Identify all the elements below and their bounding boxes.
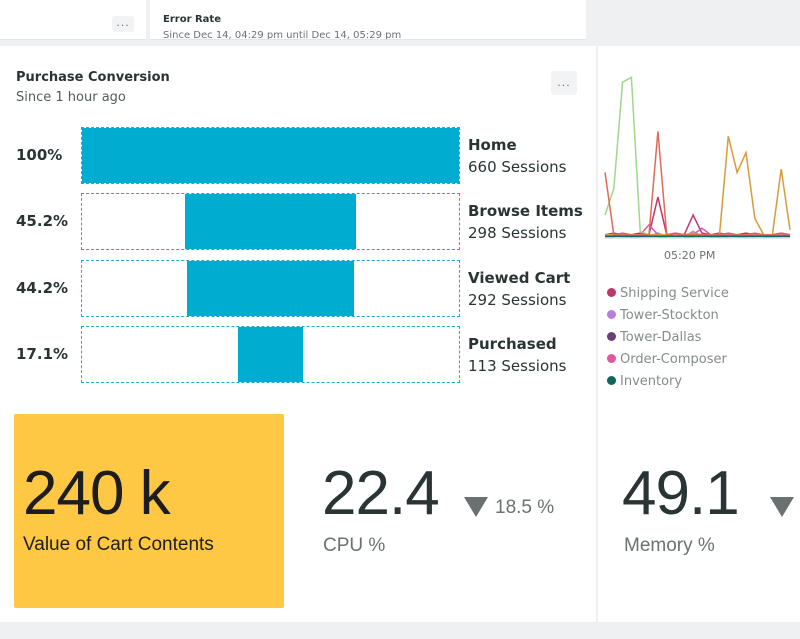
cpu-delta: 18.5 % [495,497,555,518]
error-rate-title: Error Rate [163,14,221,25]
funnel-stage-bar [82,128,459,183]
memory-label: Memory % [624,535,715,556]
legend-label: Inventory [620,374,683,389]
legend-color-dot-icon [607,354,616,363]
legend-color-dot-icon [607,376,616,385]
legend-item[interactable]: Inventory [607,374,682,389]
funnel-stage-bar [187,261,354,316]
purchase-conversion-widget: Purchase Conversion Since 1 hour ago ...… [0,46,596,402]
legend-item[interactable]: Shipping Service [607,286,729,301]
line-chart [604,76,791,239]
legend-color-dot-icon [607,288,616,297]
legend-label: Shipping Service [620,286,729,301]
cpu-label: CPU % [323,535,386,556]
stage-percent: 17.1% [16,345,69,363]
stage-percent: 44.2% [16,279,69,297]
legend-label: Tower-Dallas [620,330,702,345]
memory-down-arrow-icon [770,497,794,517]
legend-color-dot-icon [607,332,616,341]
cart-value-label: Value of Cart Contents [23,534,214,555]
series-line [604,76,790,236]
stage-sessions: 660 Sessions [468,158,567,176]
page-background [0,622,800,639]
legend-color-dot-icon [607,310,616,319]
cpu-value: 22.4 [322,459,440,528]
funnel-stage-bar [185,194,356,249]
top-left-widget: ... [0,0,146,40]
error-rate-widget: Error Rate Since Dec 14, 04:29 pm until … [150,0,586,40]
legend-item[interactable]: Tower-Dallas [607,330,701,345]
legend-item[interactable]: Tower-Stockton [607,308,719,323]
funnel-stage-box[interactable] [81,260,460,317]
stage-sessions: 113 Sessions [468,357,567,375]
stage-percent: 100% [16,146,63,164]
legend-label: Tower-Stockton [620,308,719,323]
series-line [604,196,791,236]
stage-name: Browse Items [468,202,583,220]
stage-name: Home [468,136,517,154]
legend-item[interactable]: Order-Composer [607,352,727,367]
memory-value: 49.1 [622,459,740,528]
stage-sessions: 292 Sessions [468,291,567,309]
series-line [605,136,791,236]
widget-title: Purchase Conversion [16,70,170,85]
stage-name: Viewed Cart [468,269,571,287]
widget-more-button[interactable]: ... [551,71,577,95]
funnel-stage-box[interactable] [81,326,460,383]
cart-value: 240 k [23,459,171,528]
funnel-stage-box[interactable] [81,127,460,184]
memory-widget [598,402,800,622]
stage-sessions: 298 Sessions [468,224,567,242]
cart-value-widget: 240 k Value of Cart Contents [14,414,284,608]
x-axis-time-label: 05:20 PM [664,249,716,262]
cpu-down-arrow-icon [464,497,488,517]
series-line [604,131,790,236]
stage-percent: 45.2% [16,212,69,230]
stage-name: Purchased [468,335,557,353]
widget-subtitle: Since 1 hour ago [16,90,126,105]
error-rate-range: Since Dec 14, 04:29 pm until Dec 14, 05:… [163,30,402,40]
service-line-chart-widget: 05:20 PM Shipping Service Tower-Stockton T… [598,46,800,402]
more-options-button[interactable]: ... [112,16,134,32]
legend-label: Order-Composer [620,352,727,367]
funnel-stage-box[interactable] [81,193,460,250]
funnel-stage-bar [238,327,303,382]
